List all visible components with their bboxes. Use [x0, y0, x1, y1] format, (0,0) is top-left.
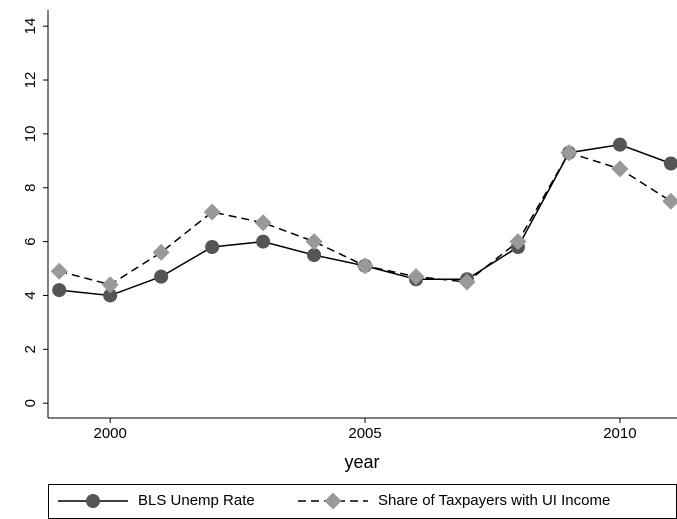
point	[152, 243, 170, 261]
point	[307, 248, 322, 263]
y-tick-label: 12	[22, 72, 39, 89]
point	[256, 234, 271, 249]
point	[52, 283, 67, 298]
point	[205, 239, 220, 254]
legend-marker	[86, 494, 100, 508]
x-tick-label: 2010	[603, 425, 636, 442]
x-tick-label: 2005	[348, 425, 381, 442]
point	[560, 144, 578, 162]
x-tick-label: 2000	[93, 425, 126, 442]
x-axis-label: year	[344, 452, 379, 472]
point	[612, 137, 627, 152]
y-tick-label: 0	[22, 399, 39, 407]
point	[154, 269, 169, 284]
point	[356, 257, 374, 275]
point	[509, 233, 527, 251]
legend-label: Share of Taxpayers with UI Income	[378, 492, 610, 509]
point	[305, 233, 323, 251]
legend-box	[48, 484, 677, 519]
point	[662, 192, 677, 210]
legend-label: BLS Unemp Rate	[138, 492, 255, 509]
y-tick-label: 6	[22, 237, 39, 245]
point	[103, 288, 118, 303]
y-tick-label: 8	[22, 184, 39, 192]
point	[663, 156, 677, 171]
y-tick-label: 4	[22, 291, 39, 299]
point	[458, 273, 476, 291]
y-tick-label: 2	[22, 345, 39, 353]
y-tick-label: 10	[22, 126, 39, 143]
point	[203, 203, 221, 221]
point	[611, 160, 629, 178]
y-tick-label: 14	[22, 18, 39, 35]
point	[254, 214, 272, 232]
legend-marker	[324, 492, 342, 510]
point	[50, 262, 68, 280]
point	[407, 268, 425, 286]
point	[101, 276, 119, 294]
